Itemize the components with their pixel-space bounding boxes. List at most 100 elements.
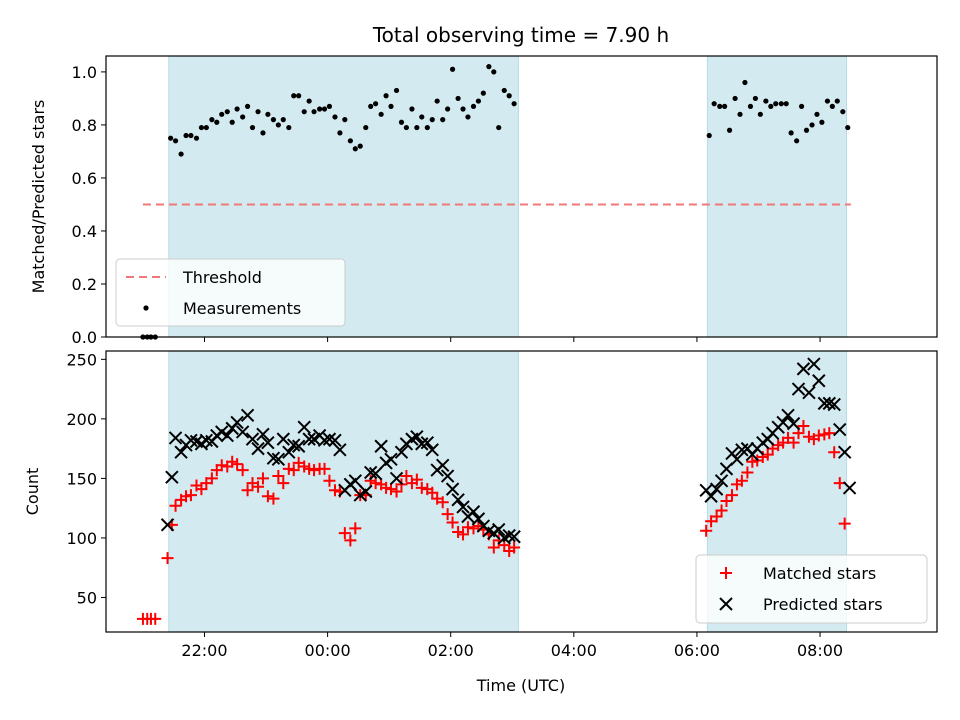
predicted-star-point xyxy=(359,484,373,499)
predicted-star-point xyxy=(168,431,183,445)
bottom-y-tick-label: 250 xyxy=(66,350,97,369)
matched-star-point xyxy=(457,528,470,541)
measurement-point xyxy=(219,111,225,117)
measurement-point xyxy=(814,111,820,117)
measurement-point xyxy=(440,117,446,123)
predicted-star-point xyxy=(440,469,455,483)
measurement-point xyxy=(747,103,754,109)
observing-window-1 xyxy=(706,55,848,338)
measurement-point xyxy=(183,132,189,139)
matched-star-point xyxy=(338,527,351,540)
measurement-point xyxy=(337,130,343,136)
measurement-point xyxy=(229,119,235,125)
measurement-point xyxy=(763,98,769,104)
matched-star-point xyxy=(838,517,851,530)
predicted-star-point xyxy=(436,458,450,473)
matched-star-point xyxy=(400,470,413,483)
predicted-star-point xyxy=(425,443,439,457)
predicted-star-point xyxy=(256,427,270,442)
predicted-star-point xyxy=(714,474,729,488)
measurement-point xyxy=(332,114,338,120)
matched-star-point xyxy=(390,485,403,498)
measurement-point xyxy=(778,101,784,107)
legend-measurements-swatch xyxy=(143,305,149,311)
measurement-point xyxy=(311,109,317,115)
measurement-point xyxy=(496,124,502,131)
predicted-star-point xyxy=(261,435,275,450)
measurement-point xyxy=(732,95,738,102)
top-y-tick-label: 0.4 xyxy=(72,222,97,241)
bottom-panel: 50 100 150 200 250 22:00 00:00 02:00 04:00 06:00… xyxy=(23,350,938,695)
measurement-point xyxy=(429,117,435,123)
matched-star-point xyxy=(410,473,423,486)
matched-star-point xyxy=(787,436,800,449)
measurement-point xyxy=(168,135,174,141)
measurement-point xyxy=(455,95,461,102)
measurement-point xyxy=(193,135,200,141)
predicted-star-point xyxy=(842,481,857,495)
predicted-star-point xyxy=(368,466,383,481)
predicted-star-point xyxy=(245,432,260,446)
measurement-point xyxy=(403,124,409,131)
measurement-point xyxy=(706,132,712,139)
predicted-star-point xyxy=(837,445,852,459)
matched-star-point xyxy=(812,429,825,442)
predicted-star-point xyxy=(389,471,404,486)
measurement-point xyxy=(280,117,286,123)
measurement-point xyxy=(352,146,358,152)
bottom-y-tick-label: 100 xyxy=(66,529,97,548)
predicted-star-point xyxy=(271,452,286,467)
matched-star-point xyxy=(726,489,739,502)
chart-title: Total observing time = 7.90 h xyxy=(372,23,669,47)
bottom-x-tick-label: 06:00 xyxy=(674,641,720,660)
measurement-point xyxy=(209,117,215,123)
predicted-star-point xyxy=(781,408,795,423)
measurement-point xyxy=(198,124,205,131)
top-y-tick-label: 1.0 xyxy=(72,63,97,82)
measurement-point xyxy=(265,111,271,117)
measurement-point xyxy=(757,111,763,117)
measurement-point xyxy=(465,114,471,120)
measurement-point xyxy=(286,124,292,131)
measurement-point xyxy=(326,103,333,109)
matched-star-point xyxy=(436,496,449,509)
bottom-legend: Matched stars Predicted stars xyxy=(695,554,928,624)
measurement-point xyxy=(383,93,389,99)
measurement-point xyxy=(424,124,430,131)
matched-star-point xyxy=(741,466,754,479)
measurement-point xyxy=(378,111,384,117)
measurement-point xyxy=(409,106,415,112)
matched-star-point xyxy=(318,462,331,475)
measurement-point xyxy=(824,98,831,104)
top-panel: 0.0 0.2 0.4 0.6 0.8 1.0 Matched/Predicted sta… xyxy=(29,55,938,347)
predicted-star-point xyxy=(251,441,265,456)
measurement-point xyxy=(301,109,307,115)
matched-star-point xyxy=(797,420,810,433)
predicted-star-point xyxy=(165,470,179,484)
measurement-point xyxy=(486,64,492,70)
measurement-point xyxy=(368,103,374,109)
measurement-point xyxy=(342,117,348,123)
measurement-point xyxy=(188,132,194,139)
predicted-star-point xyxy=(796,362,811,376)
top-panel-frame xyxy=(105,55,938,338)
measurement-point xyxy=(347,138,353,144)
predicted-star-point xyxy=(235,425,250,439)
measurement-point xyxy=(260,130,266,136)
measurement-point xyxy=(722,103,728,109)
measurement-point xyxy=(244,103,251,109)
measurement-point xyxy=(234,106,240,112)
measurement-point xyxy=(275,122,281,128)
bottom-y-tick-label: 50 xyxy=(77,588,97,607)
predicted-star-point xyxy=(282,445,296,459)
bottom-x-tick-label: 00:00 xyxy=(305,641,351,660)
measurement-point xyxy=(475,98,482,104)
predicted-star-point xyxy=(220,428,234,443)
matched-star-point xyxy=(169,499,182,512)
measurement-point xyxy=(373,101,379,107)
measurement-point xyxy=(809,122,815,128)
matched-star-point xyxy=(823,427,836,440)
measurement-point xyxy=(321,106,328,112)
matched-star-point xyxy=(215,459,228,472)
legend-matched-label: Matched stars xyxy=(763,564,876,583)
